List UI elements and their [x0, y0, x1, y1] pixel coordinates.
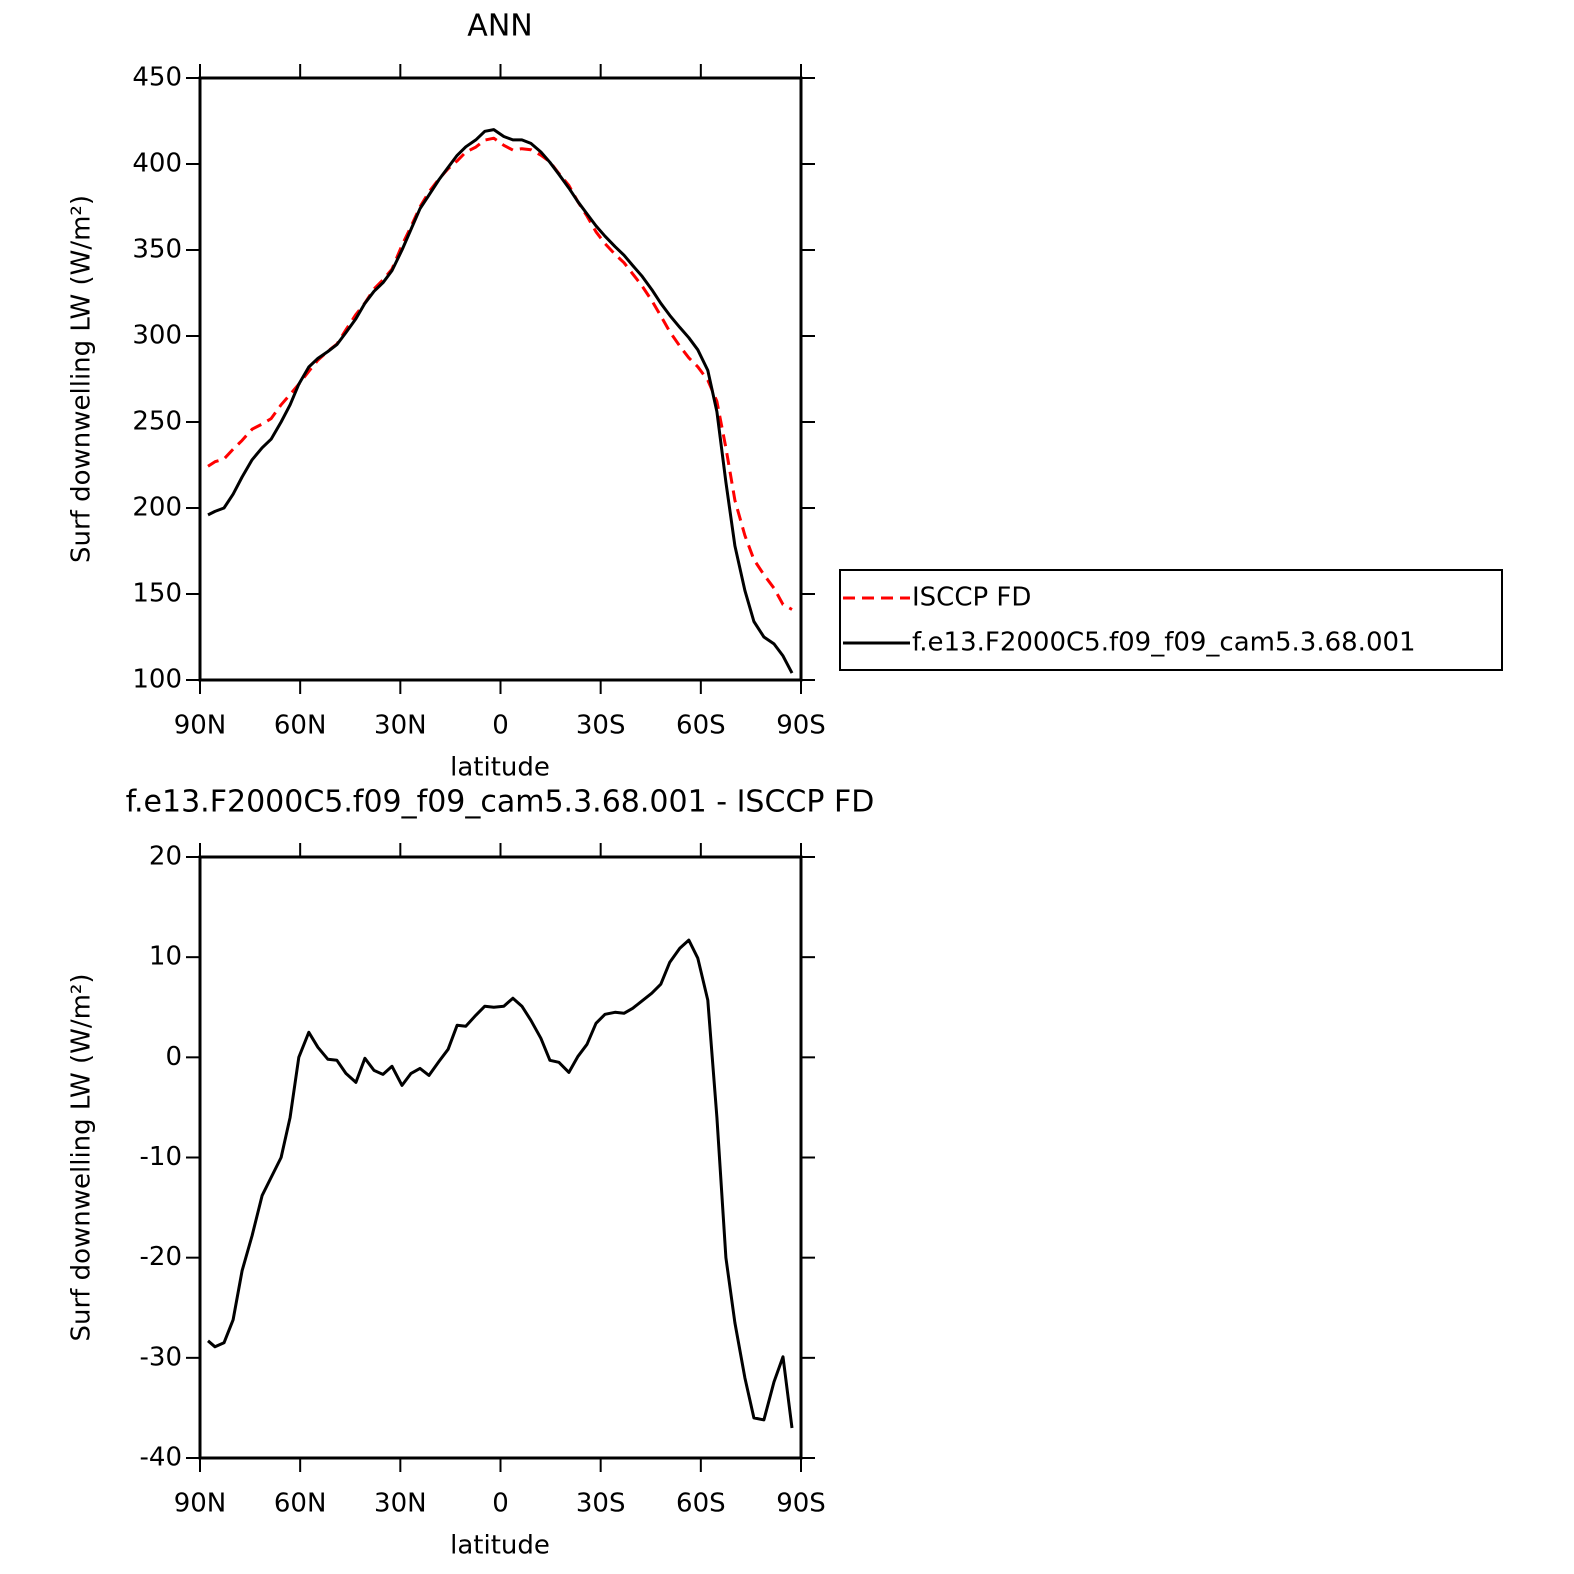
y-axis-label: Surf downwelling LW (W/m²) [67, 195, 97, 563]
y-tick-label: 350 [132, 235, 182, 265]
y-tick-label: 200 [132, 493, 182, 523]
x-tick-label: 90N [174, 711, 227, 741]
x-axis-label: latitude [450, 1531, 550, 1561]
y-tick-label: 400 [132, 149, 182, 179]
x-tick-label: 90S [776, 711, 826, 741]
y-tick-label: -40 [140, 1443, 182, 1473]
y-axis-label: Surf downwelling LW (W/m²) [67, 974, 97, 1342]
x-tick-label: 60S [676, 1489, 726, 1519]
y-tick-label: 300 [132, 321, 182, 351]
y-tick-label: 20 [149, 842, 182, 872]
data-line [207, 136, 793, 611]
x-tick-label: 30S [576, 1489, 626, 1519]
x-tick-label: 60N [274, 1489, 327, 1519]
x-tick-label: 30S [576, 711, 626, 741]
x-tick-label: 90N [174, 1489, 227, 1519]
x-tick-label: 60N [274, 711, 327, 741]
y-tick-label: 10 [149, 942, 182, 972]
x-tick-label: 30N [374, 1489, 427, 1519]
x-tick-label: 30N [374, 711, 427, 741]
plot-frame [198, 76, 803, 682]
y-tick-label: 0 [165, 1042, 182, 1072]
data-line [207, 128, 794, 674]
x-tick-label: 0 [492, 711, 509, 741]
x-tick-label: 60S [676, 711, 726, 741]
y-tick-label: 450 [132, 63, 182, 93]
legend-label: f.e13.F2000C5.f09_f09_cam5.3.68.001 [912, 628, 1416, 658]
legend-box [839, 569, 1503, 671]
x-tick-label: 90S [776, 1489, 826, 1519]
y-tick-label: 150 [132, 579, 182, 609]
legend-label: ISCCP FD [912, 583, 1031, 613]
y-tick-label: 100 [132, 665, 182, 695]
chart-title: f.e13.F2000C5.f09_f09_cam5.3.68.001 - IS… [126, 785, 875, 820]
x-axis-label: latitude [450, 753, 550, 783]
plot-frame [198, 855, 803, 1460]
y-tick-label: -20 [140, 1242, 182, 1272]
y-tick-label: -10 [140, 1142, 182, 1172]
x-tick-label: 0 [492, 1489, 509, 1519]
chart-title: ANN [467, 9, 532, 44]
y-tick-label: 250 [132, 407, 182, 437]
y-tick-label: -30 [140, 1342, 182, 1372]
data-line [207, 938, 794, 1429]
